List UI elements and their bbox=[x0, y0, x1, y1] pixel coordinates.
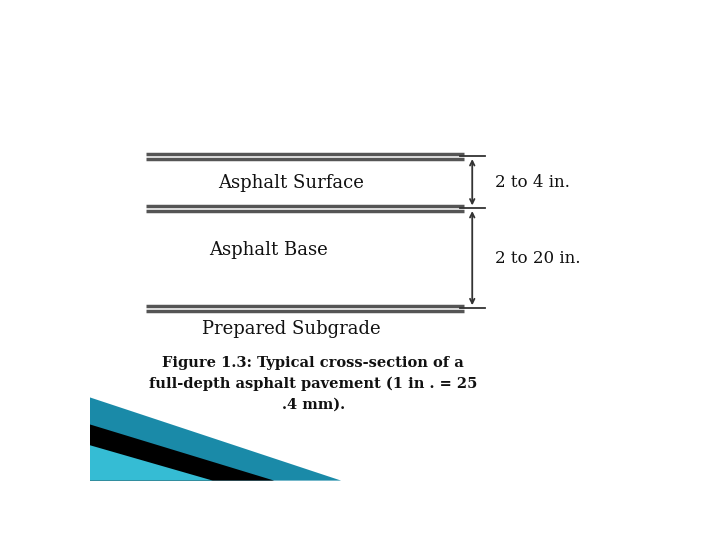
Text: 2 to 20 in.: 2 to 20 in. bbox=[495, 249, 580, 267]
Text: Asphalt Surface: Asphalt Surface bbox=[218, 174, 364, 192]
Text: Figure 1.3: Typical cross-section of a
full-depth asphalt pavement (1 in . = 25
: Figure 1.3: Typical cross-section of a f… bbox=[149, 356, 477, 411]
Text: Prepared Subgrade: Prepared Subgrade bbox=[202, 320, 380, 338]
Text: Asphalt Base: Asphalt Base bbox=[210, 241, 328, 259]
Text: 2 to 4 in.: 2 to 4 in. bbox=[495, 173, 570, 191]
